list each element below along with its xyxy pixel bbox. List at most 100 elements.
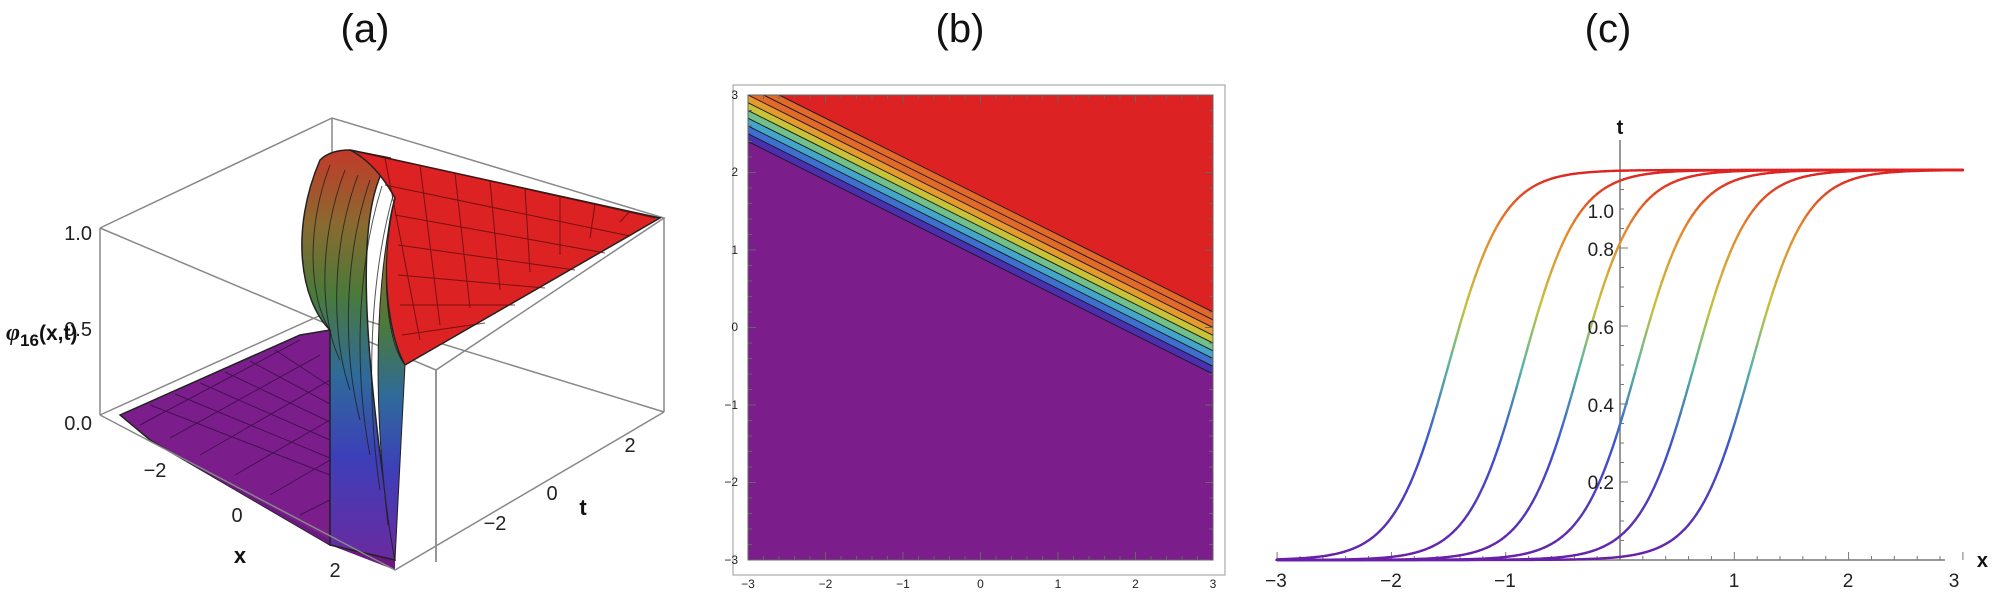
panel-c-curve-segment — [1740, 384, 1747, 400]
panel-c-curve-segment — [1493, 446, 1500, 461]
panel-b-ytick: −3 — [724, 553, 738, 567]
panel-c-ytick: 0.4 — [1588, 396, 1615, 417]
panel-c-ticks — [1276, 169, 1964, 560]
panel-c-curve-segment — [1618, 410, 1626, 426]
panel-c-curve-segment — [1622, 397, 1629, 414]
panel-c-curve-segment — [1687, 370, 1694, 387]
panel-c-curve-segment — [1454, 323, 1462, 340]
panel-c-curve-segment — [1679, 397, 1686, 414]
panel-c-curve-segment — [1451, 336, 1458, 353]
panel-b-ytick: −2 — [724, 475, 738, 489]
panel-c-curve-segment — [1626, 219, 1633, 229]
panel-c-curve-segment — [1458, 310, 1465, 326]
panel-c-xtick: −3 — [1265, 571, 1287, 592]
panel-c-curve-segment — [1599, 467, 1606, 480]
panel-c-curve-segment — [1733, 233, 1740, 245]
panel-c-curve-segment — [1565, 226, 1572, 237]
panel-a-high-plateau — [349, 149, 663, 561]
panel-a-xtick: 0 — [231, 505, 242, 527]
panel-c-curve-segment — [1660, 269, 1667, 284]
panel-c-curve-segment — [1432, 404, 1439, 420]
panel-b-xtick: −1 — [896, 577, 910, 591]
panel-c-curve-segment — [1512, 384, 1519, 400]
panel-c-curve-segment — [1576, 356, 1584, 374]
panel-b-ytick: 3 — [731, 88, 738, 102]
panel-c-curve-segment — [1710, 477, 1717, 489]
contour-line — [748, 133, 1213, 367]
panel-c-curve-segment — [1778, 259, 1786, 273]
panel-c-curve-segment — [1413, 462, 1420, 476]
contour-band — [748, 102, 1213, 343]
panel-c-curve-segment — [1782, 250, 1789, 263]
panel-c-curve-segment — [1694, 343, 1702, 360]
panel-c-curve-segment — [1645, 493, 1652, 504]
panel-c-curve-segment — [1470, 501, 1477, 511]
panel-b-xtick: 0 — [977, 577, 984, 591]
panel-c-curve-segment — [1557, 423, 1565, 438]
panel-c-curve-segment — [1744, 370, 1751, 387]
panel-c-curve-segment — [1474, 493, 1481, 504]
contour-band — [748, 110, 1213, 351]
panel-c-curve-segment — [1714, 280, 1721, 295]
panel-a-zticks: 1.0 0.5 0.0 — [64, 223, 92, 435]
panel-c-curve-segment — [1546, 269, 1553, 284]
panel-b-ytick: 2 — [731, 165, 738, 179]
panel-b-yticks: 3 2 1 0 −1 −2 −3 — [724, 88, 738, 567]
panel-c-curve-segment — [1474, 264, 1481, 278]
panel-c-curve-segment — [1740, 219, 1747, 229]
panel-c-curve-segment — [1588, 316, 1595, 333]
panel-b-ytick: −1 — [724, 398, 738, 412]
panel-c-curve-segment — [1675, 410, 1683, 426]
panel-c-curve-segment — [1752, 343, 1759, 360]
panel-c-curve-segment — [1527, 330, 1534, 346]
contour-line — [748, 102, 1213, 336]
panel-c-curve-segment — [1775, 269, 1782, 284]
contour-line — [748, 125, 1213, 359]
panel-c-curve-segment — [1748, 356, 1755, 374]
contour-band-low — [748, 141, 1213, 560]
panel-c-curve-segment — [1717, 269, 1725, 284]
panel-c-curve-segment — [1531, 316, 1538, 333]
panel-c-curve-segment — [1763, 304, 1770, 320]
panel-c-curve-segment — [1428, 417, 1435, 432]
panel-c-curve-segment — [1736, 397, 1744, 414]
contour-line — [748, 141, 1213, 375]
panel-c-curve-segment — [1424, 429, 1431, 444]
panel-c-xtick: 3 — [1949, 571, 1960, 592]
panel-c-curve-segment — [1653, 477, 1660, 489]
panel-b-xtick: 2 — [1132, 577, 1139, 591]
panel-c-curve-segment — [1439, 377, 1446, 394]
panel-c-curve-segment — [1611, 250, 1618, 263]
panel-a-ytick: 2 — [624, 435, 635, 457]
panel-c-curve-segment — [1767, 292, 1774, 307]
panel-c-curve-segment — [1614, 241, 1622, 253]
panel-a-zlabel-main: φ — [6, 320, 20, 346]
panel-c-curve-segment — [1401, 489, 1408, 500]
panel-c-curve-segment — [1683, 219, 1690, 229]
panel-c-curve-segment — [1626, 384, 1633, 400]
panel-c-curve-segment — [1523, 343, 1530, 360]
panel-c-curve-segment — [1702, 316, 1709, 333]
panel-a-title: (a) — [341, 7, 390, 51]
panel-c-curve-segment — [1515, 370, 1523, 387]
panel-c-curve-segment — [1618, 233, 1626, 245]
panel-c-curve-segment — [1470, 275, 1477, 289]
panel-c-curve-segment — [1489, 457, 1496, 471]
panel-b: (b) 3 2 1 0 −1 −2 −3 −3 −2 −1 0 1 2 3 — [724, 7, 1226, 591]
panel-b-contour — [748, 95, 1213, 560]
panel-c-curve-segment — [1599, 280, 1606, 295]
panel-c-curve-segment — [1607, 446, 1614, 461]
panel-c-curve-segment — [1725, 250, 1732, 263]
panel-c-curve-segment — [1790, 233, 1797, 245]
panel-c-curve-segment — [1500, 423, 1507, 438]
panel-c-curve-segment — [1649, 485, 1656, 497]
panel-c-curve-segment — [1394, 504, 1401, 514]
panel-c-curve-segment — [1611, 435, 1618, 450]
panel-c-curve-segment — [1595, 477, 1603, 489]
panel-b-ticks — [747, 95, 1213, 561]
panel-c-curve-segment — [1573, 370, 1580, 387]
panel-c-curve-segment — [1603, 269, 1610, 284]
panel-a-zlabel: φ16(x,t) — [6, 320, 77, 350]
panel-c-xticks: −3 −2 −1 1 2 3 — [1265, 571, 1959, 592]
panel-c-curve-segment — [1496, 435, 1504, 450]
